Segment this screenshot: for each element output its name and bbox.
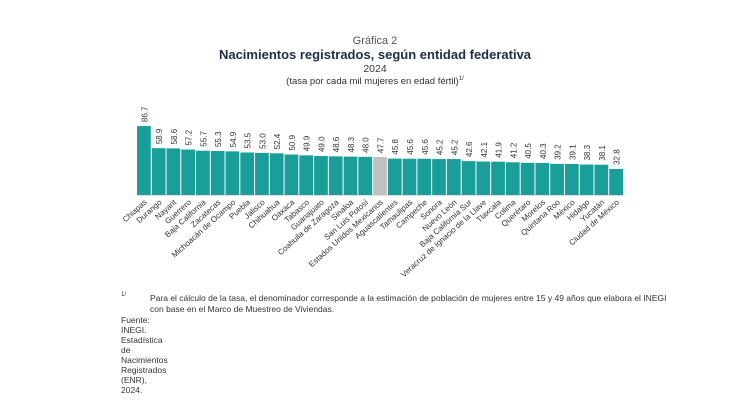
bar — [535, 162, 550, 195]
value-label: 53.5 — [244, 132, 253, 148]
value-label: 42.1 — [480, 141, 489, 157]
value-label: 52.4 — [273, 133, 282, 149]
bar — [550, 163, 564, 195]
value-label: 45.6 — [406, 139, 415, 155]
bar — [505, 162, 520, 195]
value-label: 40.3 — [539, 143, 548, 159]
value-label: 45.2 — [436, 139, 445, 155]
value-label: 45.6 — [421, 139, 430, 155]
value-label: 86.7 — [140, 106, 149, 122]
bar — [579, 164, 594, 195]
value-label: 48.0 — [362, 137, 371, 153]
value-label: 45.8 — [391, 138, 400, 154]
bar — [328, 156, 343, 195]
bar — [594, 164, 609, 195]
bar — [387, 158, 402, 195]
value-label: 40.5 — [524, 143, 533, 159]
value-label: 54.9 — [229, 131, 238, 147]
bar — [491, 161, 505, 195]
chart-label: Gráfica 2 — [352, 35, 398, 47]
bar — [240, 152, 255, 195]
value-label: 32.8 — [613, 149, 622, 165]
subtitle-note-mark: 1/ — [458, 76, 464, 82]
bar — [358, 156, 373, 195]
subtitle-text: (tasa por cada mil mujeres en edad férti… — [286, 76, 459, 88]
footnote-text: Para el cálculo de la tasa, el denominad… — [150, 293, 667, 314]
bar — [314, 156, 328, 195]
bar — [269, 153, 284, 195]
bar — [609, 168, 623, 195]
bar — [476, 161, 491, 195]
bar — [151, 148, 166, 195]
bar — [196, 150, 210, 195]
value-label: 41.9 — [495, 142, 504, 158]
bar — [210, 151, 225, 195]
bar — [284, 154, 299, 195]
value-label: 42.6 — [465, 141, 474, 157]
bar — [432, 159, 446, 195]
bar — [225, 151, 240, 195]
value-label: 45.2 — [450, 139, 459, 155]
value-label: 48.6 — [332, 136, 341, 152]
bar-chart: 86.7Chiapas58.9Durango58.6Nayarit57.2Gue… — [121, 106, 624, 279]
value-label: 57.2 — [185, 129, 194, 145]
value-label: 50.9 — [288, 134, 297, 150]
value-label: 47.7 — [377, 137, 386, 153]
bar — [299, 155, 314, 195]
footnote-mark: 1/ — [121, 292, 127, 298]
bar — [417, 158, 432, 195]
value-label: 53.0 — [258, 133, 267, 149]
value-label: 39.2 — [554, 144, 563, 160]
value-label: 39.1 — [568, 144, 577, 160]
value-label: 55.7 — [199, 131, 208, 147]
value-label: 38.3 — [583, 144, 592, 160]
bar — [343, 156, 358, 195]
bar — [564, 163, 579, 195]
value-label: 48.3 — [347, 136, 356, 152]
bar — [373, 157, 387, 195]
value-label: 49.0 — [317, 136, 326, 152]
value-label: 38.1 — [598, 145, 607, 161]
value-label: 55.3 — [214, 131, 223, 147]
bar — [520, 162, 535, 195]
value-label: 58.9 — [155, 128, 164, 144]
bar — [461, 161, 476, 195]
chart-subtitle: (tasa por cada mil mujeres en edad férti… — [0, 76, 750, 87]
chart-title: Nacimientos registrados, según entidad f… — [218, 47, 532, 62]
bar — [181, 149, 196, 195]
chart-year: 2024 — [363, 63, 387, 75]
bar — [255, 152, 269, 196]
bar — [137, 126, 151, 195]
bar — [446, 159, 461, 195]
value-label: 41.2 — [509, 142, 518, 158]
value-label: 58.6 — [170, 128, 179, 144]
bar — [402, 158, 417, 195]
source-text: Fuente: INEGI. Estadística de Nacimiento… — [121, 315, 168, 395]
bar — [166, 148, 181, 195]
value-label: 49.9 — [303, 135, 312, 151]
